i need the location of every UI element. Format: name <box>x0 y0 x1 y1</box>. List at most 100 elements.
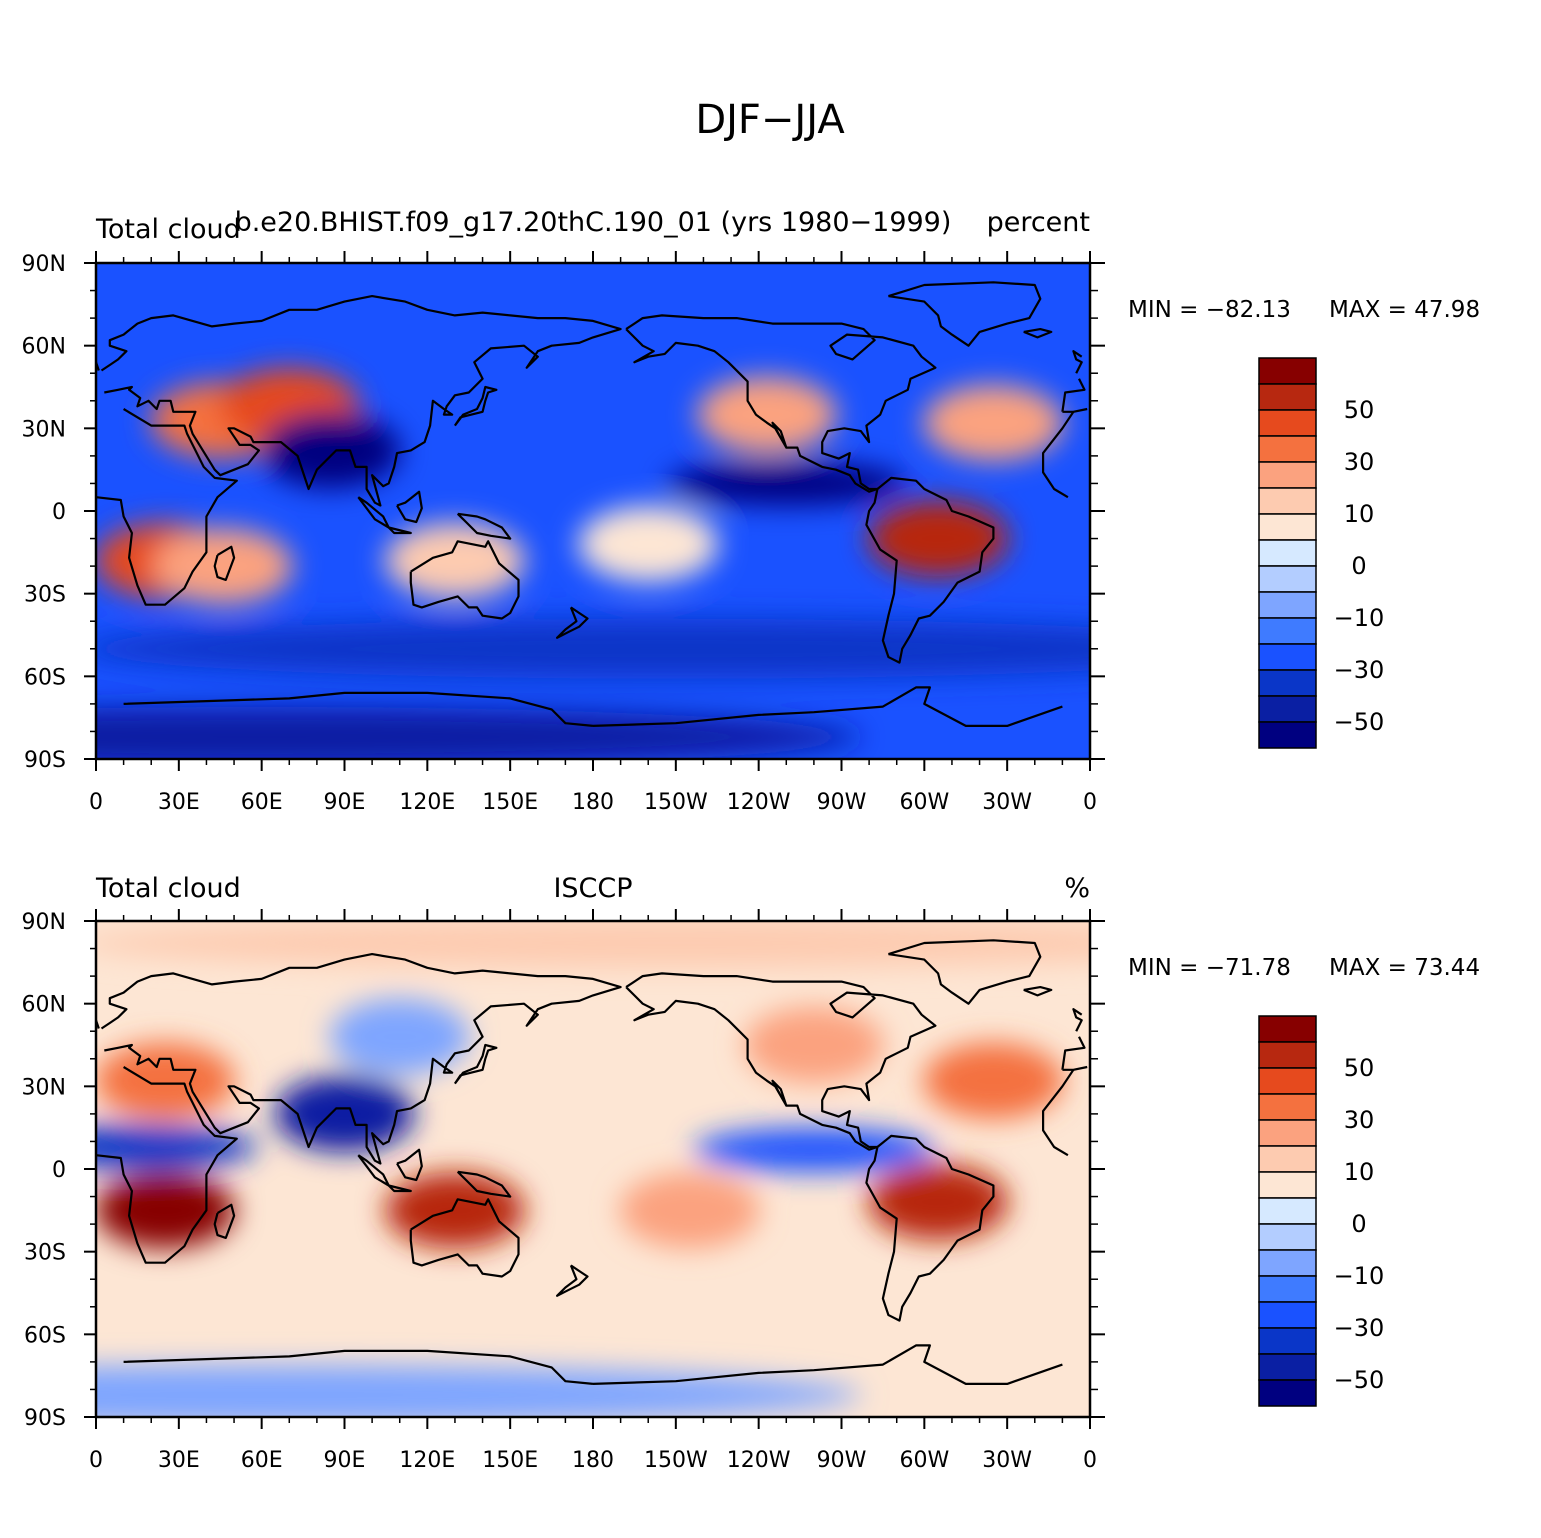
colorbar-box <box>1258 695 1317 723</box>
panel-obs-axes: 0 30E 60E 90E 120E 150E 180 150W 120W 90W 60W 30W 09… <box>22 909 1105 1473</box>
lat-tick-label: 60S <box>24 665 66 690</box>
lon-tick-label: 90E <box>324 1448 366 1473</box>
coastline-segment <box>213 1203 236 1239</box>
field-blob-south-asia <box>274 1075 415 1152</box>
field-blob-east-pacific-itcz <box>666 461 907 506</box>
panel-model-axes: 0 30E 60E 90E 120E 150E 180 150W 120W 90W 60W 30W 09… <box>22 251 1105 815</box>
panel-model-left-title: Total cloud <box>95 214 241 245</box>
field-blob-central-pacific <box>578 506 719 583</box>
colorbar-box <box>1258 1015 1317 1043</box>
coastline-segment <box>357 1154 390 1187</box>
lat-tick-label: 30N <box>22 417 66 442</box>
lon-tick-label: 120E <box>399 1448 455 1473</box>
field-blob-siberia <box>329 998 470 1075</box>
field-blob-western-us <box>696 376 837 453</box>
panel-model-coastlines <box>96 281 1088 727</box>
lat-tick-label: 0 <box>52 500 66 525</box>
colorbar-box <box>1258 487 1317 515</box>
coastline-segment <box>453 385 498 427</box>
coastline-segment <box>453 1043 498 1085</box>
colorbar-box <box>1258 539 1317 567</box>
panel-obs-field <box>96 921 1090 1417</box>
coastline-segment <box>213 545 236 581</box>
coastline-segment <box>556 606 589 639</box>
coastline-segment <box>409 540 520 620</box>
colorbar-label: −10 <box>1334 604 1385 632</box>
coastline-segment <box>456 1170 512 1198</box>
coastline-segment <box>357 496 390 529</box>
lon-tick-label: 0 <box>1083 790 1097 815</box>
colorbar-box <box>1258 669 1317 697</box>
colorbar-box <box>1258 1171 1317 1199</box>
panel-model-max-label: MAX = 47.98 <box>1329 297 1480 323</box>
lon-tick-label: 150W <box>644 790 708 815</box>
panel-obs-min-label: MIN = −71.78 <box>1128 955 1291 981</box>
lon-tick-label: 150W <box>644 1448 708 1473</box>
colorbar-label: −10 <box>1334 1262 1385 1290</box>
lon-tick-label: 0 <box>89 790 103 815</box>
panel-obs-right-title: % <box>1064 873 1090 904</box>
colorbar-label: 50 <box>1344 396 1375 424</box>
lon-tick-label: 60W <box>899 790 949 815</box>
coastline-segment <box>396 1148 423 1182</box>
panel-model-right-title: percent <box>987 207 1090 238</box>
colorbar-box <box>1258 1119 1317 1147</box>
panel-obs-left-title: Total cloud <box>95 873 241 904</box>
lon-tick-label: 120W <box>727 790 791 815</box>
lon-tick-label: 30E <box>158 1448 200 1473</box>
colorbar-box <box>1258 1093 1317 1121</box>
lon-tick-label: 60W <box>899 1448 949 1473</box>
coastline-segment <box>625 972 937 1151</box>
panel-model-map <box>96 263 1090 759</box>
panel-obs-max-label: MAX = 73.44 <box>1329 955 1480 981</box>
colorbar-box <box>1258 1223 1317 1251</box>
colorbar-box <box>1258 1197 1317 1225</box>
lat-tick-label: 30N <box>22 1075 66 1100</box>
lon-tick-label: 90E <box>324 790 366 815</box>
lat-tick-label: 0 <box>52 1158 66 1183</box>
lat-tick-label: 90S <box>24 1406 66 1431</box>
coastline-segment <box>865 476 995 664</box>
lon-tick-label: 180 <box>572 790 614 815</box>
colorbar-box <box>1258 643 1317 671</box>
coastline-segment <box>387 1184 412 1193</box>
panel-model-center-title: b.e20.BHIST.f09_g17.20thC.190_01 (yrs 19… <box>235 207 952 238</box>
field-blob-south-asia <box>260 412 401 489</box>
colorbar-label: 30 <box>1344 448 1375 476</box>
lon-tick-label: 30W <box>982 1448 1032 1473</box>
panel-obs-colorbar: 50 30 10 0 −10 −30 −50 <box>1258 1015 1385 1407</box>
field-blob-north-atlantic <box>923 1042 1064 1119</box>
coastline-segment <box>1023 328 1053 339</box>
field-blob-north-atlantic <box>923 384 1064 461</box>
lon-tick-label: 0 <box>89 1448 103 1473</box>
field-blob-east-pacific-itcz <box>693 1127 934 1172</box>
colorbar-box <box>1258 435 1317 463</box>
field-blob-south-america <box>868 500 1009 577</box>
coastline-segment <box>888 281 1042 347</box>
field-blob-antarctica <box>96 706 862 759</box>
field-blob-north-america <box>743 1007 884 1083</box>
lon-tick-label: 90W <box>817 1448 867 1473</box>
panel-obs-map <box>96 921 1090 1417</box>
field-blob-north-australia <box>384 1172 525 1249</box>
panel-obs: Total cloud ISCCP % 0 30E 60E 90E 120E 150E 18… <box>22 873 1481 1473</box>
coastline-segment <box>456 512 512 540</box>
lon-tick-label: 90W <box>817 790 867 815</box>
coastline-segment <box>396 490 423 524</box>
colorbar-box <box>1258 409 1317 437</box>
colorbar-label: 0 <box>1351 1210 1366 1238</box>
panel-model-min-label: MIN = −82.13 <box>1128 297 1291 323</box>
coastline-segment <box>96 1066 1075 1264</box>
lat-tick-label: 90S <box>24 748 66 773</box>
field-blob-arctic <box>96 921 1090 969</box>
colorbar-box <box>1258 461 1317 489</box>
coastline-segment <box>96 408 1075 606</box>
colorbar-box <box>1258 383 1317 411</box>
lat-tick-label: 90N <box>22 252 66 277</box>
colorbar-box <box>1258 721 1317 749</box>
lon-tick-label: 30W <box>982 790 1032 815</box>
colorbar-box <box>1258 513 1317 541</box>
lon-tick-label: 0 <box>1083 1448 1097 1473</box>
field-blob-south-america <box>868 1164 1009 1241</box>
